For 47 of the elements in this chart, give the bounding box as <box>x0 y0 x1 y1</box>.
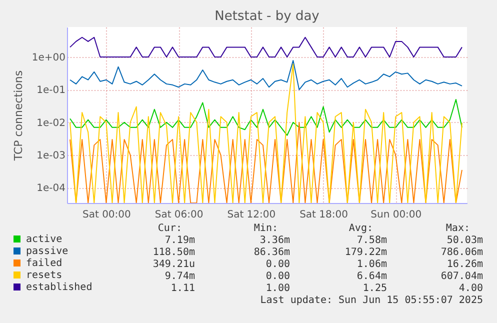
legend-label: established <box>26 282 92 293</box>
text: 1.25 <box>362 283 387 294</box>
line-series <box>70 122 462 203</box>
text: 1.11 <box>170 283 195 294</box>
text: 179.22m <box>344 247 387 258</box>
line-series <box>70 64 462 203</box>
text: 7.58m <box>356 235 387 246</box>
legend-label: passive <box>26 246 68 257</box>
text: Min: <box>254 223 278 234</box>
legend-label: failed <box>26 258 62 269</box>
y-axis-title: TCP connections <box>12 70 25 162</box>
x-tick-label: Sat 00:00 <box>82 210 131 220</box>
line-series <box>70 36 462 58</box>
text: 349.21u <box>152 259 195 270</box>
text: 4.00 <box>458 283 483 294</box>
x-tick-label: Sat 06:00 <box>154 210 204 220</box>
y-tick-label: 1e-01 <box>36 85 66 96</box>
text: 0.00 <box>266 271 290 282</box>
text: 7.19m <box>164 235 195 246</box>
text: Cur: <box>158 223 182 234</box>
legend-label: active <box>26 234 62 245</box>
y-tick-label: 1e-02 <box>36 118 66 129</box>
y-tick-label: 1e+00 <box>32 52 66 64</box>
text: 3.36m <box>260 235 290 246</box>
text: 86.36m <box>254 247 290 258</box>
text: 6.64m <box>356 271 387 282</box>
chart-title: Netstat - by day <box>214 9 320 24</box>
text: Last update: Sun Jun 15 05:55:07 2025 <box>260 295 483 306</box>
text: 0.00 <box>266 259 290 270</box>
y-tick-label: 1e-03 <box>36 150 66 162</box>
x-tick-label: Sat 12:00 <box>227 210 276 220</box>
text: Avg: <box>348 223 373 234</box>
text: 9.74m <box>164 271 195 282</box>
x-tick-label: Sat 18:00 <box>300 210 348 220</box>
x-tick-label: Sun 00:00 <box>370 210 422 220</box>
text: 118.50m <box>152 247 195 258</box>
text: Max: <box>446 223 470 234</box>
text: 50.03m <box>446 235 483 246</box>
text: 786.06m <box>440 247 483 258</box>
legend-label: resets <box>26 270 62 281</box>
text: 1.06m <box>356 259 387 270</box>
y-tick-label: 1e-04 <box>36 183 66 194</box>
text: 607.04m <box>440 271 483 282</box>
line-series <box>70 60 462 90</box>
text: 1.00 <box>266 283 290 294</box>
text: 16.26m <box>446 259 483 270</box>
line-series <box>70 99 462 136</box>
